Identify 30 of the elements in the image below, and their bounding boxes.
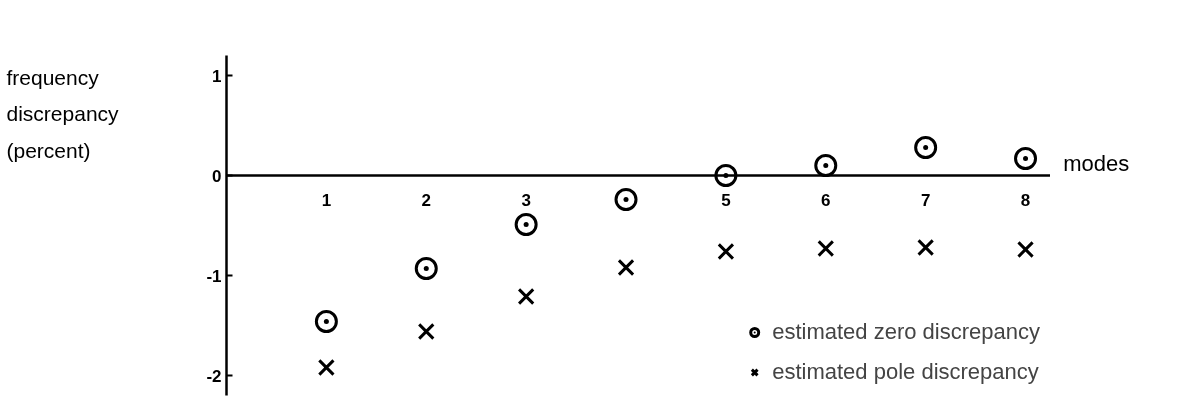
x-tick-label: 2: [421, 190, 431, 210]
y-tick-label: -2: [206, 366, 222, 386]
x-tick-label: 3: [521, 190, 531, 210]
point: [814, 154, 838, 177]
y-tick-label: 0: [212, 166, 222, 186]
point: [314, 310, 338, 333]
point: [414, 257, 438, 280]
x-tick-label: 5: [721, 190, 731, 210]
x-tick-label: 6: [821, 190, 831, 210]
point: [1016, 240, 1035, 259]
point: [317, 358, 335, 377]
legend-label: estimated zero discrepancy: [772, 319, 1040, 345]
point: [517, 287, 535, 306]
point: [417, 322, 435, 341]
point: [817, 239, 835, 258]
point: [914, 136, 938, 159]
y-tick-label: -1: [206, 266, 222, 286]
point: [617, 258, 635, 277]
x-tick-label: 1: [321, 190, 332, 210]
point: [514, 213, 538, 236]
legend-label: estimated pole discrepancy: [772, 359, 1039, 385]
point: [917, 238, 935, 257]
point: [614, 188, 638, 211]
x-tick-label: 7: [920, 190, 931, 210]
point: [717, 242, 735, 261]
y-tick-label: 1: [212, 66, 222, 86]
x-tick-label: 8: [1020, 190, 1031, 210]
x-axis-title: modes: [1063, 150, 1130, 176]
y-axis-title: frequency discrepancy (percent): [6, 65, 120, 163]
point: [1014, 147, 1038, 170]
